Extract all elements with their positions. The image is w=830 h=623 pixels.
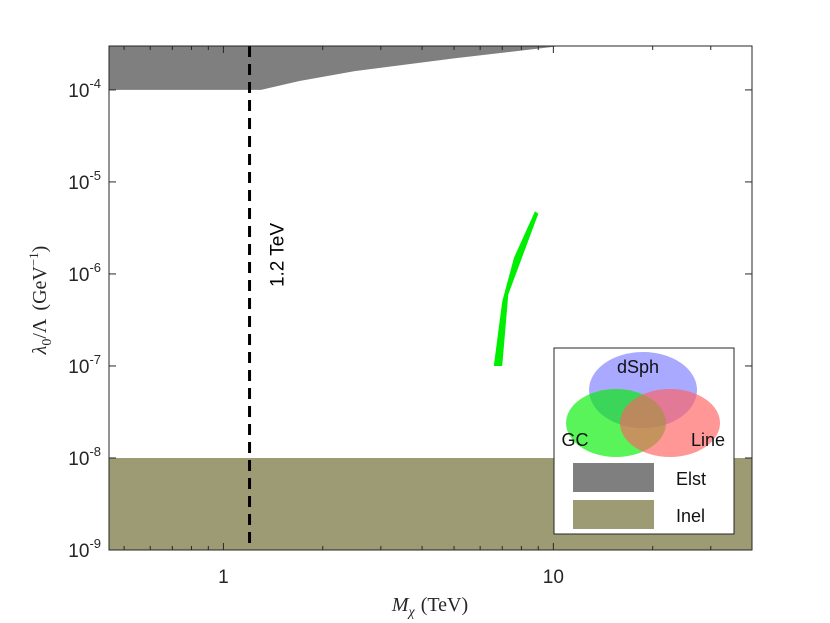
- y-axis-num-sub: 0: [40, 339, 55, 346]
- venn-diagram: dSph GC Line: [562, 352, 725, 457]
- plot-frame: [108, 45, 753, 551]
- tick-layer: 1 10 10-9 10-8 10-7 10-6 10-5 10-4: [68, 46, 752, 588]
- venn-dsph-label: dSph: [617, 357, 659, 377]
- vline-label: 1.2 TeV: [268, 223, 289, 287]
- y-tick-label: 10-8: [68, 444, 101, 470]
- venn-gc-label: GC: [562, 430, 589, 450]
- vline-layer: 1.2 TeV: [248, 46, 289, 550]
- legend: dSph GC Line Elst Inel: [553, 347, 735, 535]
- legend-inel-label: Inel: [676, 506, 705, 526]
- region-gc: [493, 211, 539, 366]
- legend-elst-swatch: [573, 463, 654, 492]
- x-tick-label: 10: [543, 567, 564, 588]
- x-axis-symbol-sub: χ: [407, 605, 416, 620]
- legend-inel-swatch: [573, 500, 654, 529]
- y-tick-label: 10-7: [68, 352, 101, 378]
- y-axis-num: λ: [29, 345, 51, 355]
- y-axis-den: Λ: [29, 318, 51, 333]
- x-axis-symbol: M: [391, 594, 410, 616]
- y-tick-label: 10-4: [68, 76, 101, 102]
- venn-line-ellipse: [620, 389, 720, 457]
- legend-elst-label: Elst: [676, 469, 706, 489]
- y-axis-unit-exp: −1: [26, 252, 41, 266]
- y-axis-unit-close: ): [29, 246, 51, 253]
- region-elst: [109, 46, 561, 90]
- y-tick-label: 10-5: [68, 168, 101, 194]
- y-tick-label: 10-9: [68, 536, 101, 562]
- x-axis-unit: (TeV): [421, 594, 468, 616]
- x-tick-label: 1: [218, 567, 229, 588]
- y-axis-unit-base: (GeV: [29, 266, 51, 311]
- x-axis-label: Mχ (TeV): [391, 594, 468, 620]
- venn-line-label: Line: [691, 430, 725, 450]
- y-axis-label: λ0/Λ(GeV−1): [26, 246, 55, 356]
- y-tick-label: 10-6: [68, 260, 101, 286]
